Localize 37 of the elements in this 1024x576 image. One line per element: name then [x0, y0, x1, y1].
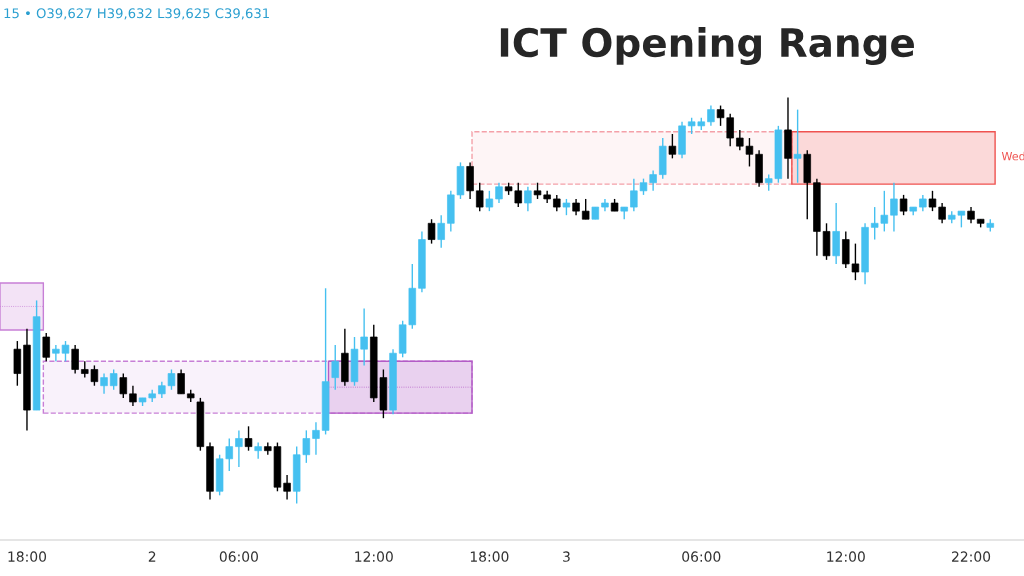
- candlestick: [427, 218, 436, 245]
- candlestick: [177, 368, 185, 395]
- x-tick-label: 3: [563, 551, 570, 562]
- text: 15 • O39,627 H39,632 L39,625 C39,631: [4, 8, 269, 20]
- candlestick: [254, 441, 262, 460]
- x-tick-label: 18:00: [470, 551, 509, 562]
- candlestick: [235, 429, 243, 468]
- candlestick: [495, 182, 503, 204]
- chart-title: ICT Opening Range: [500, 27, 914, 66]
- candlestick: [283, 474, 291, 501]
- candlestick: [899, 194, 908, 216]
- candlestick: [71, 344, 79, 375]
- candlestick: [129, 385, 137, 407]
- x-tick-label: 12:00: [827, 551, 865, 562]
- candlestick: [476, 182, 484, 212]
- candlestick: [100, 372, 108, 395]
- x-tick-label: 18:00: [8, 551, 47, 562]
- candlestick: [244, 425, 253, 452]
- candlestick: [437, 214, 445, 249]
- candlestick: [707, 104, 715, 127]
- candlestick: [331, 344, 339, 391]
- candlestick: [793, 108, 802, 184]
- candlestick: [119, 372, 128, 399]
- candlestick: [890, 182, 898, 233]
- candlestick: [312, 421, 320, 456]
- candlestick: [485, 190, 494, 212]
- x-tick-label: 12:00: [355, 551, 393, 562]
- candlestick: [109, 368, 118, 391]
- x-tick-label: 2: [148, 551, 156, 562]
- x-tick-label: 06:00: [682, 551, 721, 562]
- candlestick: [524, 186, 532, 212]
- x-tick-label: 06:00: [219, 551, 258, 562]
- candlestick: [668, 133, 677, 160]
- text: Wed: [1001, 151, 1024, 161]
- x-tick-label: 22:00: [952, 551, 991, 562]
- candlestick: [42, 332, 50, 363]
- candlestick: [581, 198, 590, 220]
